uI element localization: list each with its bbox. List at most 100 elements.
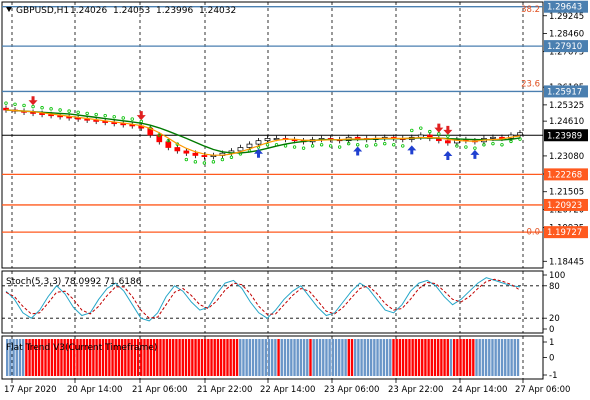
flat-trend-bar	[95, 339, 98, 376]
flat-trend-bar	[421, 339, 424, 376]
flat-trend-bar	[6, 339, 9, 376]
candle-body	[273, 138, 280, 140]
flat-trend-bar	[216, 339, 220, 376]
sar-dot	[13, 102, 17, 107]
stoch-tick-label: 80	[549, 282, 560, 292]
flat-trend-bar	[430, 339, 434, 376]
candle-body	[490, 136, 496, 139]
sar-dot	[355, 143, 360, 147]
time-tick-label: 22 Apr 14:00	[260, 385, 315, 395]
trend-tick-label: -1	[549, 371, 557, 381]
sar-dot	[401, 144, 405, 148]
flat-trend-bar	[363, 339, 366, 376]
flat-trend-bar	[9, 339, 12, 376]
flat-trend-bar	[136, 339, 140, 376]
flat-trend-bar	[34, 339, 38, 376]
flat-trend-bar	[79, 339, 82, 376]
stoch-title: Stoch(5,3,3) 78.0992 71.6186	[6, 277, 142, 287]
sell-arrow-icon	[28, 96, 38, 106]
flat-trend-bar	[392, 339, 395, 376]
price-tick-label: 1.23080	[549, 152, 584, 162]
price-tick-label: 1.29245	[549, 12, 584, 22]
flat-trend-bar	[197, 339, 200, 376]
time-tick-label: 23 Apr 06:00	[324, 385, 379, 395]
flat-trend-bar	[168, 339, 172, 376]
time-tick-label: 17 Apr 2020	[4, 385, 57, 395]
flat-trend-bar	[53, 339, 57, 376]
flat-trend-bar	[488, 339, 491, 376]
flat-trend-bar	[235, 339, 239, 376]
sar-dot	[220, 157, 225, 162]
flat-trend-bar	[210, 339, 213, 376]
price-tick-label: 1.18445	[549, 257, 584, 267]
price-tick-label: 1.21505	[549, 188, 584, 198]
flat-trend-bar	[255, 339, 258, 376]
price-tick-label: 1.27675	[549, 47, 584, 57]
flat-trend-bar	[178, 339, 181, 376]
sar-dot	[166, 138, 171, 143]
flat-trend-bar	[159, 339, 162, 376]
flat-trend-bar	[89, 339, 92, 376]
flat-trend-bar	[401, 339, 405, 376]
buy-arrow-icon	[407, 145, 417, 155]
flat-trend-bar	[507, 339, 510, 376]
sar-dot	[482, 143, 486, 147]
price-tag-label: 1.25917	[547, 87, 582, 97]
flat-trend-bar	[414, 339, 418, 376]
flat-trend-bar	[203, 339, 207, 376]
flat-trend-bar	[111, 339, 114, 376]
candle-body	[517, 132, 523, 136]
stoch-levels	[2, 285, 543, 319]
flat-trend-bar	[248, 339, 252, 376]
flat-trend-bar	[433, 339, 437, 376]
flat-trend-bar	[200, 339, 204, 376]
flat-trend-bar	[443, 339, 446, 376]
flat-trend-bar	[140, 339, 143, 376]
flat-trend-bar	[28, 339, 31, 376]
time-axis: 17 Apr 2020 20 Apr 14:00 21 Apr 06:00 21 Ap…	[4, 379, 570, 395]
flat-trend-bar	[446, 339, 449, 376]
flat-trend-bar	[219, 339, 223, 376]
fibo-level-label: 38.2	[521, 5, 540, 15]
flat-trend-bar	[31, 339, 34, 376]
flat-trend-bar	[69, 339, 73, 376]
flat-trend-bar	[245, 339, 248, 376]
flat-trend-bar	[360, 339, 363, 376]
flat-trend-bar	[146, 339, 149, 376]
flat-trend-bar	[184, 339, 188, 376]
flat-trend-bar	[382, 339, 386, 376]
flat-trend-bar	[491, 339, 494, 376]
flat-trend-bar	[73, 339, 76, 376]
flat-trend-bar	[267, 339, 271, 376]
flat-trend-bar	[50, 339, 54, 376]
sar-dot	[292, 145, 297, 149]
price-tags: 1.29643 1.27910 1.25917 1.23989 1.22268 1.209…	[544, 0, 588, 239]
candle-body	[183, 150, 190, 154]
flat-trend-bar	[338, 339, 341, 376]
flat-trend-bar	[411, 339, 414, 376]
flat-trend-bar	[149, 339, 153, 376]
flat-trend-bar	[290, 339, 293, 376]
flat-trend-bar	[459, 339, 462, 376]
flat-trend-bar	[133, 339, 137, 376]
flat-trend-bar	[37, 339, 41, 376]
candle-body	[264, 138, 271, 142]
flat-trend-bar	[280, 339, 283, 376]
sar-dot	[518, 137, 522, 141]
price-tag-label: 1.19727	[547, 228, 582, 238]
stoch-tick-label: 20	[549, 314, 560, 324]
collapse-triangle-icon[interactable]	[6, 7, 12, 12]
sar-dot	[193, 160, 198, 164]
sar-dot	[464, 145, 468, 149]
stoch-pane-frame	[1, 270, 544, 334]
parabolic-sar	[4, 101, 522, 165]
high-value: 1.24053	[113, 6, 150, 16]
time-tick-label: 20 Apr 14:00	[67, 385, 122, 395]
flat-trend-bar	[162, 339, 165, 376]
flat-trend-bar	[101, 339, 105, 376]
flat-trend-bar	[318, 339, 322, 376]
flat-trend-bar	[312, 339, 315, 376]
flat-trend-bar	[120, 339, 124, 376]
price-tag	[544, 0, 588, 13]
